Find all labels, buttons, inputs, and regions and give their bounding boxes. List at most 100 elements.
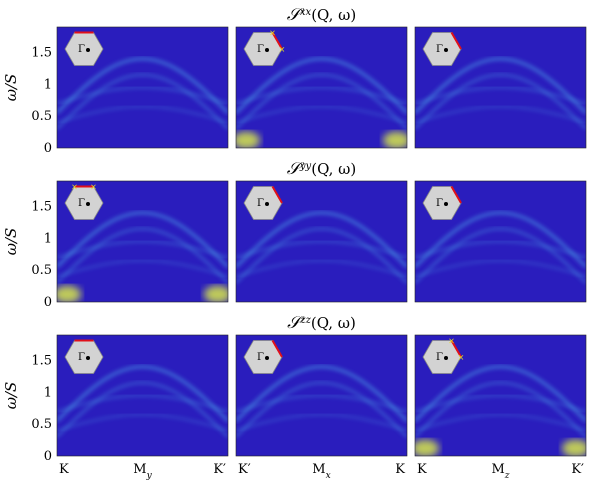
path-marker-1: × <box>458 353 465 362</box>
band-1 <box>57 73 228 130</box>
panel-frame <box>235 26 408 149</box>
path-marker-0: × <box>71 183 78 192</box>
band-0 <box>57 57 228 115</box>
row-title-0: 𝒮xx(Q, ω) <box>287 5 356 25</box>
band-1 <box>236 73 407 130</box>
gamma-point <box>265 48 269 52</box>
band-2 <box>57 394 228 413</box>
x-tick-mid-2: Mz <box>491 462 509 481</box>
band-2 <box>415 394 586 413</box>
band-2 <box>236 394 407 413</box>
band-0 <box>57 365 228 423</box>
bright-spot-0 <box>236 131 261 148</box>
panel-2-1: Γ <box>235 334 408 457</box>
panel-frame <box>414 26 587 149</box>
y-label-0: ω/S <box>2 74 20 102</box>
y-tick-2-3: 1.5 <box>31 353 52 368</box>
band-2 <box>415 86 586 105</box>
x-tick-end-1: K <box>395 462 405 477</box>
x-tick-start-2: K <box>417 462 427 477</box>
bright-spot-1 <box>561 439 586 456</box>
band-3 <box>57 105 228 124</box>
band-1 <box>57 381 228 438</box>
band-0 <box>236 211 407 269</box>
y-tick-1-3: 1.5 <box>31 199 52 214</box>
y-tick-0-1: 0.5 <box>31 109 52 124</box>
gamma-label: Γ <box>257 44 264 55</box>
y-tick-1-2: 1 <box>44 231 52 246</box>
y-tick-1-1: 0.5 <box>31 263 52 278</box>
panel-frame <box>414 334 587 457</box>
band-2 <box>236 240 407 259</box>
path-marker-0: × <box>269 29 276 38</box>
path-marker-0: × <box>448 337 455 346</box>
band-2 <box>57 86 228 105</box>
band-1 <box>236 227 407 284</box>
band-3 <box>415 259 586 278</box>
gamma-point <box>86 356 90 360</box>
x-tick-mid-0: My <box>133 462 152 481</box>
panel-frame <box>235 180 408 303</box>
y-tick-2-1: 0.5 <box>31 417 52 432</box>
brillouin-zone-inset <box>422 186 462 220</box>
band-1 <box>236 381 407 438</box>
y-label-2: ω/S <box>2 382 20 410</box>
gamma-label: Γ <box>257 198 264 209</box>
path-segment <box>271 32 283 50</box>
panel-frame <box>56 334 229 457</box>
band-1 <box>415 227 586 284</box>
brillouin-zone-inset <box>243 32 283 66</box>
gamma-point <box>265 356 269 360</box>
panel-1-1: Γ <box>235 180 408 303</box>
panel-2-0: Γ <box>56 334 229 457</box>
gamma-label: Γ <box>436 44 443 55</box>
y-tick-2-0: 0 <box>44 449 52 464</box>
panel-0-0: Γ <box>56 26 229 149</box>
brillouin-zone-inset <box>422 32 462 66</box>
gamma-label: Γ <box>78 44 85 55</box>
panel-1-0: Γ× × <box>56 180 229 303</box>
path-marker-1: × <box>279 45 286 54</box>
panel-1-2: Γ <box>414 180 587 303</box>
path-segment <box>450 340 462 358</box>
gamma-point <box>444 202 448 206</box>
panels-group: Γ Γ×× ΓΓ× ×Γ ΓΓ Γ Γ×× <box>56 26 587 457</box>
band-3 <box>57 413 228 432</box>
band-3 <box>236 105 407 124</box>
y-tick-0-3: 1.5 <box>31 45 52 60</box>
band-1 <box>415 73 586 130</box>
x-tick-mid-1: Mx <box>312 462 330 481</box>
gamma-point <box>444 356 448 360</box>
text-group: 𝒮xx(Q, ω) 𝒮yy(Q, ω) 𝒮zz(Q, ω) 0 0.5 1 1.5 ω/S 0 0… <box>2 5 584 481</box>
band-2 <box>415 240 586 259</box>
gamma-point <box>265 202 269 206</box>
band-0 <box>415 211 586 269</box>
panel-2-2: Γ ×× <box>414 334 587 457</box>
x-tick-start-1: K′ <box>238 462 251 477</box>
band-2 <box>236 86 407 105</box>
bright-spot-1 <box>382 131 407 148</box>
row-title-2: 𝒮zz(Q, ω) <box>287 313 356 333</box>
gamma-label: Γ <box>436 198 443 209</box>
band-3 <box>236 259 407 278</box>
row-title-1: 𝒮yy(Q, ω) <box>287 159 357 179</box>
panel-0-2: Γ <box>414 26 587 149</box>
brillouin-zone-inset <box>243 340 283 374</box>
x-tick-end-2: K′ <box>571 462 584 477</box>
y-tick-2-2: 1 <box>44 385 52 400</box>
band-3 <box>415 413 586 432</box>
band-2 <box>57 240 228 259</box>
brillouin-zone-inset <box>422 340 462 374</box>
band-0 <box>415 365 586 423</box>
gamma-label: Γ <box>257 352 264 363</box>
gamma-label: Γ <box>78 198 85 209</box>
band-0 <box>57 211 228 269</box>
path-segment <box>271 186 283 204</box>
gamma-point <box>86 202 90 206</box>
y-tick-1-0: 0 <box>44 295 52 310</box>
bright-spot-0 <box>415 439 440 456</box>
path-segment <box>271 340 283 358</box>
band-3 <box>57 259 228 278</box>
gamma-label: Γ <box>436 352 443 363</box>
